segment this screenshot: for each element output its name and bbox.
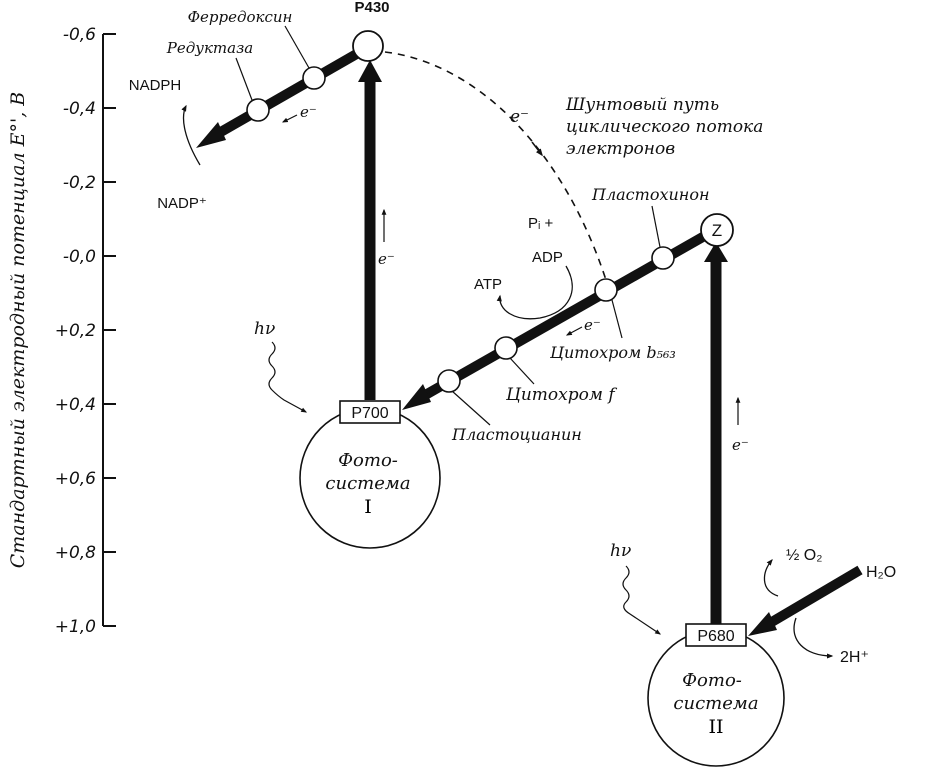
ps2-label-1: Фото-: [682, 670, 742, 691]
ps1-label-3: I: [364, 496, 372, 518]
p680-label: P680: [697, 628, 734, 645]
ps2-rise-arrow: [704, 242, 728, 625]
axis-tick-label: +1,0: [55, 617, 96, 637]
shunt-e-label: e⁻: [510, 107, 529, 127]
e-ps1-label: e⁻: [378, 250, 395, 268]
ferredoxin-node: [302, 66, 326, 90]
axis-ticks: -0,6 -0,4 -0,2 -0,0 +0,2 +0,4 +0,6 +0,8 +1,0: [55, 25, 116, 637]
hv-ps2-label: hν: [610, 541, 631, 561]
p430-to-nadph-arrow: [196, 47, 363, 148]
z-label: Z: [712, 221, 722, 240]
plastocyanin-label: Пластоцианин: [451, 425, 582, 444]
plastoquinone-label: Пластохинон: [591, 185, 709, 204]
shunt-line-3: электронов: [566, 139, 675, 159]
cytochrome-b-node: [594, 278, 618, 302]
axis-tick-label: +0,8: [55, 543, 96, 563]
hv-ps1-wave: [268, 341, 308, 413]
cyclic-shunt-path: [384, 51, 607, 281]
e-mid-label: e⁻: [584, 316, 601, 334]
reductase-node: [246, 98, 270, 122]
nadp-label: NADP⁺: [157, 195, 207, 212]
hv-ps1-label: hν: [254, 319, 275, 339]
reductase-pointer: [235, 57, 253, 101]
axis-tick-label: -0,0: [63, 247, 96, 267]
p430-label: P430: [354, 0, 389, 16]
ps2-label-3: II: [708, 716, 723, 738]
ps1-rise-arrow: [358, 60, 382, 400]
e-upper-arrow: [281, 114, 298, 123]
axis-tick-label: +0,4: [55, 395, 96, 415]
cytochrome-b-label: Цитохром b₅₆₃: [549, 343, 676, 362]
p680-box: [685, 623, 747, 647]
axis-tick-label: -0,4: [63, 99, 96, 119]
ferredoxin-label: Ферредоксин: [188, 8, 293, 26]
plastoquinone-pointer: [651, 205, 661, 248]
p700-label: P700: [351, 405, 388, 422]
cytochrome-f-pointer: [509, 357, 535, 385]
nadph-curve-arrow: [181, 104, 201, 166]
reductase-label: Редуктаза: [166, 39, 253, 57]
axis-tick-label: +0,6: [55, 469, 96, 489]
nadph-label: NADPH: [129, 77, 182, 94]
cytochrome-b-pointer: [611, 299, 623, 339]
potential-axis: -0,6 -0,4 -0,2 -0,0 +0,2 +0,4 +0,6 +0,8 +1,0 Ста…: [7, 25, 116, 637]
atp-curve-arrow: [496, 265, 573, 320]
ferredoxin-pointer: [284, 25, 310, 69]
e-mid-arrow: [565, 326, 583, 336]
shunt-line-1: Шунтовый путь: [565, 95, 719, 115]
h2o-arrow: [748, 565, 863, 636]
adp-label: ADP: [532, 249, 563, 266]
cytochrome-f-node: [494, 336, 518, 360]
axis-tick-label: -0,6: [63, 25, 96, 45]
h-plus-curve-arrow: [793, 617, 834, 659]
z-node: [700, 213, 734, 247]
axis-tick-label: +0,2: [55, 321, 96, 341]
o2-curve-arrow: [763, 559, 779, 597]
h2o-label: H₂O: [866, 564, 896, 581]
p430-node: [352, 30, 384, 62]
hv-ps2-wave: [622, 565, 661, 635]
h-plus-label: 2H⁺: [840, 649, 869, 666]
plastocyanin-node: [437, 369, 461, 393]
axis-title: Стандартный электродный потенциал E°', В: [7, 92, 29, 569]
plastocyanin-pointer: [451, 390, 491, 426]
shunt-direction-arrow: [531, 141, 543, 157]
cytochrome-f-label: Цитохром f: [505, 385, 617, 405]
plastoquinone-node: [651, 246, 675, 270]
p700-box: [339, 400, 401, 424]
ps1-label-2: система: [325, 473, 410, 494]
ps2-label-2: система: [673, 693, 758, 714]
ps1-label-1: Фото-: [338, 450, 398, 471]
pi-label: Pᵢ +: [528, 215, 554, 232]
atp-label: ATP: [474, 276, 502, 293]
o2-label: ½ O₂: [786, 547, 822, 564]
e-ps2-label: e⁻: [732, 436, 749, 454]
e-upper-label: e⁻: [300, 103, 317, 121]
axis-tick-label: -0,2: [63, 173, 96, 193]
shunt-line-2: циклического потока: [566, 117, 763, 137]
